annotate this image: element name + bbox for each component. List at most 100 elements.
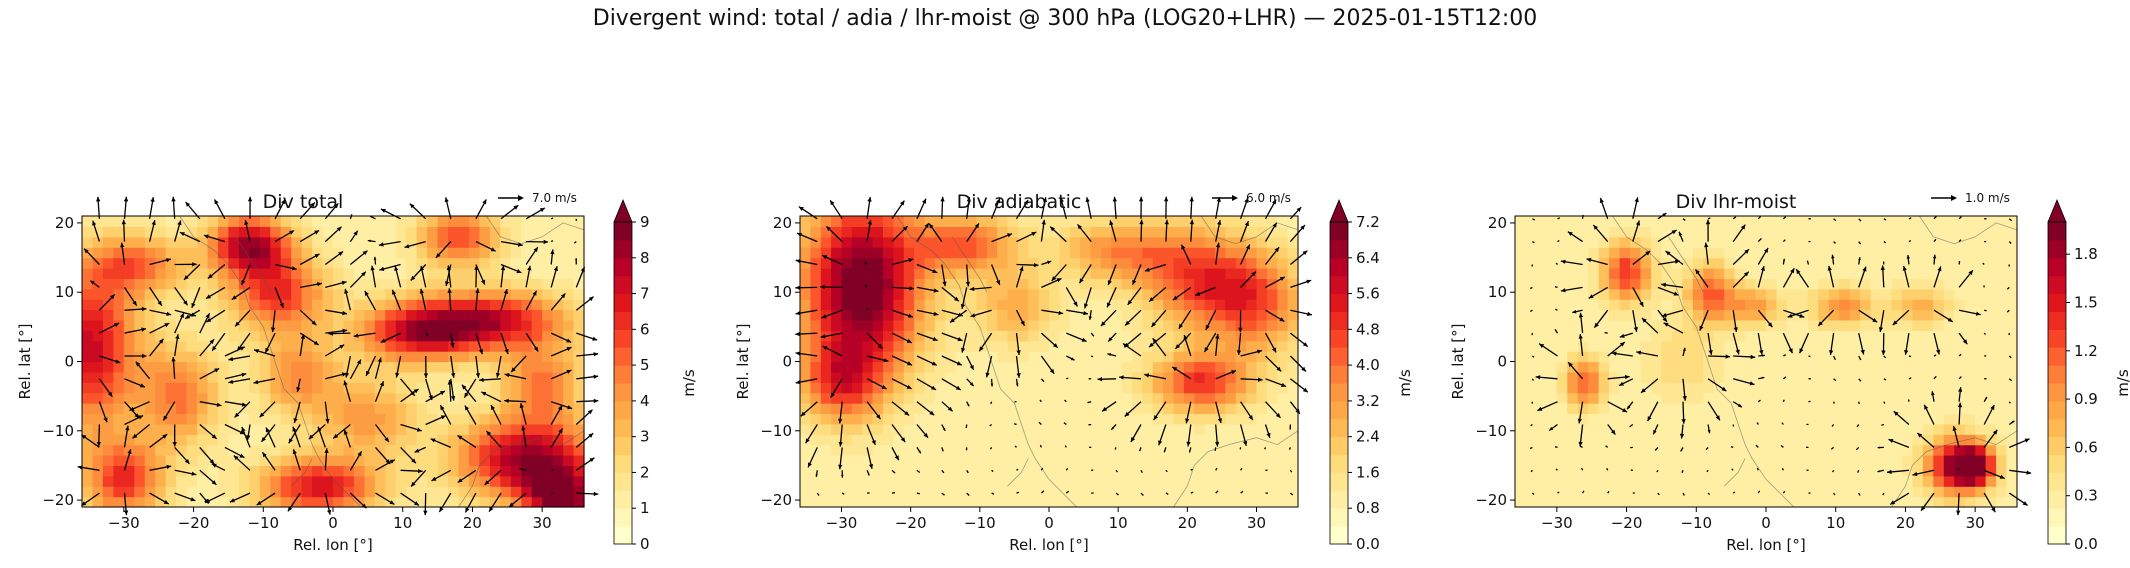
y-tick-label: 20 — [773, 214, 792, 232]
quiver-arrowhead — [1985, 355, 1987, 357]
quiver-arrowhead — [1636, 350, 1642, 355]
quiver-arrowhead — [552, 492, 554, 494]
quiver-arrowhead — [1115, 448, 1116, 450]
quiver-arrowhead — [1053, 343, 1058, 348]
quiver-arrowhead — [532, 290, 537, 296]
quiver-arrowhead — [1834, 242, 1836, 244]
quiver-arrowhead — [171, 196, 176, 202]
quiver-arrowhead — [1302, 250, 1308, 256]
quiver-arrowhead — [1887, 469, 1892, 475]
quiver-arrowhead — [1937, 266, 1942, 272]
colorbar: 0 1 2 3 4 5 6 7 8 9 m/s — [613, 198, 698, 553]
quiver-arrowhead — [1274, 247, 1280, 253]
quiver-arrowhead — [1189, 219, 1195, 225]
y-tick-label: 10 — [55, 283, 74, 301]
quiver-arrowhead — [1092, 334, 1094, 337]
quiver-arrowhead — [426, 334, 428, 336]
quiver-arrowhead — [409, 203, 415, 209]
chart-panel-2: Div adiabatic 6.0 m/s −30 −20 −10 0 10 20 30 −20 −… — [734, 191, 1414, 554]
quiver-arrowhead — [1567, 231, 1573, 236]
quiver-arrowhead — [2011, 420, 2015, 424]
quiver-arrowhead — [1810, 378, 1811, 380]
quiver-arrowhead — [800, 411, 806, 417]
quiver-arrowhead — [1130, 437, 1136, 442]
quiver-arrowhead — [1762, 354, 1765, 357]
quiver-arrowhead — [1743, 271, 1749, 277]
quiver-arrowhead — [1556, 469, 1557, 470]
quiver-arrowhead — [241, 279, 246, 285]
quiver-arrowhead — [1056, 278, 1062, 283]
quiver-arrowhead — [867, 197, 872, 202]
quiver-arrowhead — [343, 380, 348, 386]
quiver-arrowhead — [588, 433, 594, 438]
quiver-arrowhead — [166, 464, 172, 470]
quiver-arrowhead — [1806, 446, 1807, 448]
quiver-arrowhead — [1859, 242, 1861, 244]
quiver-arrowhead — [1704, 242, 1709, 248]
quiver-arrowhead — [127, 449, 132, 455]
quiver-arrowhead — [134, 413, 140, 419]
quiver-arrowhead — [1860, 349, 1865, 355]
quiver-arrowhead — [445, 281, 450, 286]
colorbar-tick-label: 5.6 — [1356, 285, 1380, 303]
quiver-arrowhead — [77, 465, 83, 470]
quiver-arrowhead — [560, 293, 566, 299]
quiver-arrowhead — [430, 438, 436, 443]
quiver-arrowhead — [519, 403, 524, 409]
quiver-arrowhead — [1934, 239, 1936, 241]
y-tick-label: −20 — [42, 491, 74, 509]
quiver-arrowhead — [1608, 491, 1609, 493]
quiver-arrowhead — [1665, 251, 1671, 256]
quiver-arrowhead — [370, 216, 373, 219]
quiver-arrowhead — [1217, 418, 1222, 423]
quiver-arrowhead — [1272, 222, 1277, 228]
quiver-arrowhead — [1834, 379, 1836, 381]
quiver-arrowhead — [1039, 399, 1041, 401]
quiver-arrowhead — [2010, 219, 2012, 221]
quiver-arrowhead — [1215, 441, 1220, 447]
quiver-arrowhead — [894, 455, 899, 461]
quiver-arrowhead — [296, 387, 301, 392]
colorbar-segment — [2048, 418, 2066, 438]
quiver-arrowhead — [1878, 327, 1884, 332]
colorbar-segment — [2048, 257, 2066, 277]
colorbar-segment — [614, 418, 632, 438]
colorbar-segment — [1330, 239, 1348, 259]
colorbar-tick-label: 1.6 — [1356, 463, 1380, 481]
quiver-arrowhead — [516, 269, 522, 274]
quiver-arrowhead — [1581, 468, 1583, 469]
quiver-arrowhead — [1138, 196, 1144, 202]
quiver-arrowhead — [877, 343, 883, 349]
colorbar-tick-label: 4.0 — [1356, 356, 1380, 374]
quiver-arrowhead — [1267, 492, 1268, 494]
quiver-arrowhead — [1599, 198, 1604, 203]
quiver-arrowhead — [1065, 445, 1066, 447]
coastline — [290, 458, 313, 487]
quiver-arrowhead — [1682, 471, 1683, 473]
coastline — [1007, 458, 1029, 487]
quiver-arrowhead — [1007, 233, 1013, 238]
quiver-arrowhead — [838, 464, 843, 470]
quiver-arrowhead — [157, 300, 162, 306]
quiver-arrowhead — [1604, 332, 1606, 334]
quiver-arrowhead — [893, 471, 896, 474]
quiver-arrowhead — [1606, 468, 1608, 470]
coastline — [896, 215, 1077, 508]
quiver-arrowhead — [1530, 425, 1532, 426]
quiver-arrowhead — [1662, 213, 1667, 217]
quiver-arrowhead — [379, 266, 385, 271]
quiver-arrowhead — [162, 434, 168, 439]
quiver-arrowhead — [1890, 500, 1896, 505]
quiver-arrowhead — [902, 226, 908, 231]
colorbar-frame — [2047, 221, 2067, 545]
x-tick-label: 10 — [1109, 514, 1128, 532]
quiver-arrowhead — [1244, 221, 1249, 227]
colorbar-segment — [1330, 454, 1348, 473]
quiver-arrowhead — [955, 385, 961, 390]
colorbar-segment — [2048, 400, 2066, 420]
quiver-arrowhead — [1859, 379, 1861, 382]
quiver-arrowhead — [1059, 197, 1064, 203]
quiver-arrowhead — [1647, 416, 1652, 422]
quiver-arrowhead — [1014, 423, 1016, 425]
quiver-arrowhead — [121, 219, 126, 225]
